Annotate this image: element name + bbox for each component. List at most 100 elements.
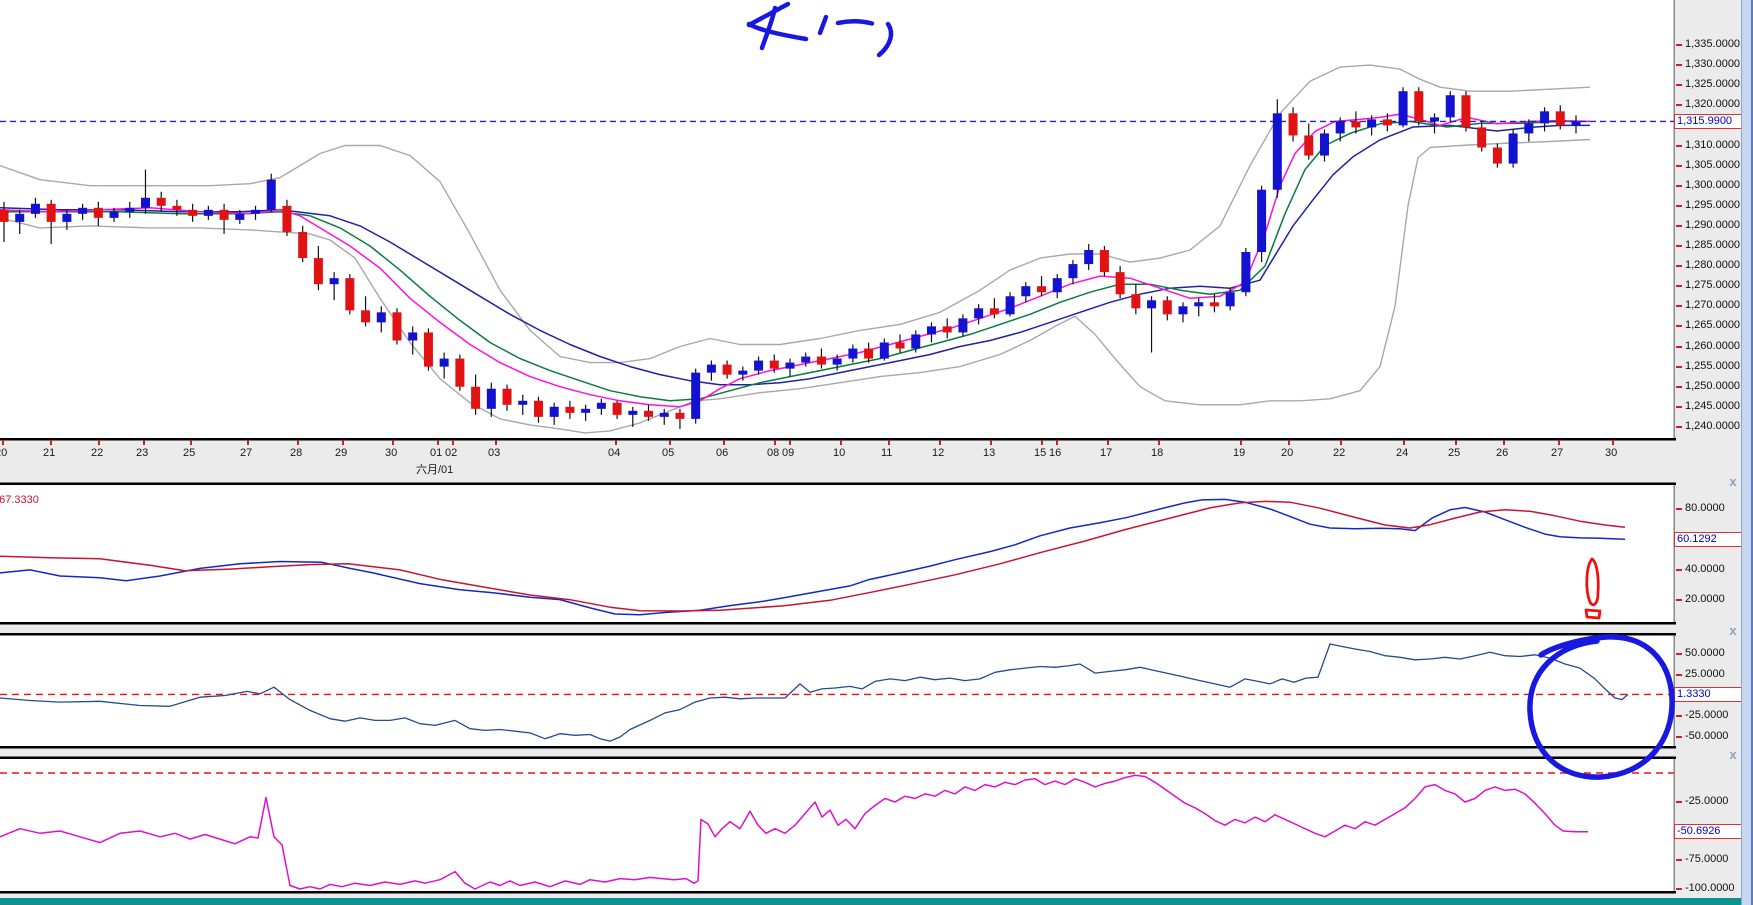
date-tick-mark	[888, 440, 890, 445]
date-tick-label: 22	[1333, 447, 1346, 459]
axis-tick-mark	[1676, 184, 1682, 187]
axis-tick-mark	[1676, 405, 1682, 408]
axis-tick-mark	[1676, 385, 1682, 388]
close-icon[interactable]: x	[1729, 474, 1737, 489]
axis-tick-mark	[1676, 888, 1682, 890]
date-tick-mark	[452, 440, 454, 445]
date-tick-mark	[143, 440, 145, 445]
axis-tick-mark	[1676, 599, 1682, 602]
date-tick-mark	[789, 440, 791, 445]
date-tick-mark	[1158, 440, 1160, 445]
date-tick-label: 12	[932, 447, 945, 459]
date-tick-label: 26	[1496, 447, 1509, 459]
axis-tick-mark	[1676, 736, 1682, 738]
axis-tick-mark	[1676, 305, 1682, 308]
date-tick-mark	[615, 440, 617, 445]
axis-tick-mark	[1676, 64, 1682, 67]
cci-value-box: 1.3330	[1674, 686, 1742, 702]
date-tick-mark	[669, 440, 671, 445]
date-tick-label: 13	[983, 447, 996, 459]
date-tick-label: 21	[43, 447, 56, 459]
date-tick-label: 25	[183, 447, 196, 459]
date-tick-mark	[774, 440, 776, 445]
date-tick-mark	[392, 440, 394, 445]
axis-tick-mark	[1676, 144, 1682, 147]
close-icon[interactable]: x	[1729, 747, 1737, 762]
date-tick-label: 23	[136, 447, 149, 459]
date-tick-label: 10	[833, 447, 846, 459]
date-tick-label: 09	[782, 447, 795, 459]
date-tick-mark	[1288, 440, 1290, 445]
date-tick-label: 02	[445, 447, 458, 459]
date-tick-label: 27	[1551, 447, 1564, 459]
axis-tick-mark	[1676, 224, 1682, 227]
date-tick-mark	[190, 440, 192, 445]
bottom-status-bar	[0, 898, 1741, 905]
date-tick-label: 25	[1448, 447, 1461, 459]
date-tick-mark	[939, 440, 941, 445]
price-axis-column[interactable]: 1,315.9900 60.1292 1.3330 -50.6926 1,335…	[1674, 0, 1742, 905]
month-label: 六月/01	[416, 464, 454, 476]
axis-tick-mark	[1676, 859, 1682, 861]
date-tick-mark	[1612, 440, 1614, 445]
date-tick-mark	[1503, 440, 1505, 445]
axis-tick-mark	[1676, 508, 1682, 510]
date-tick-label: 19	[1233, 447, 1246, 459]
date-tick-label: 28	[290, 447, 303, 459]
axis-tick-mark	[1676, 425, 1682, 428]
axis-tick-mark	[1676, 245, 1682, 247]
axis-tick-mark	[1676, 164, 1682, 167]
axis-tick-mark	[1676, 365, 1682, 368]
date-tick-mark	[1340, 440, 1342, 445]
date-tick-mark	[495, 440, 497, 445]
date-tick-label: 20	[1281, 447, 1294, 459]
date-tick-mark	[1107, 440, 1109, 445]
date-tick-mark	[437, 440, 439, 445]
current-price-box: 1,315.9900	[1674, 113, 1742, 129]
axis-tick-mark	[1676, 84, 1682, 87]
date-tick-mark	[247, 440, 249, 445]
date-tick-label: 08	[767, 447, 780, 459]
date-tick-label: 18	[1151, 447, 1164, 459]
date-tick-label: 15	[1034, 447, 1047, 459]
date-tick-mark	[1558, 440, 1560, 445]
date-tick-label: 03	[488, 447, 501, 459]
date-tick-label: 24	[1396, 447, 1409, 459]
date-tick-mark	[1403, 440, 1405, 445]
date-tick-mark	[2, 440, 4, 445]
date-tick-mark	[342, 440, 344, 445]
wpr-value-box: -50.6926	[1674, 824, 1742, 840]
date-tick-label: 16	[1049, 447, 1062, 459]
date-tick-label: 30	[1605, 447, 1618, 459]
axis-tick-mark	[1676, 265, 1682, 268]
axis-tick-mark	[1676, 104, 1682, 107]
date-tick-mark	[1455, 440, 1457, 445]
axis-tick-mark	[1676, 653, 1682, 655]
axis-tick-mark	[1676, 715, 1682, 718]
axis-tick-mark	[1676, 568, 1682, 571]
date-tick-mark	[840, 440, 842, 445]
date-tick-mark	[1240, 440, 1242, 445]
axis-tick-mark	[1676, 325, 1682, 328]
date-tick-mark	[98, 440, 100, 445]
date-tick-label: 05	[662, 447, 675, 459]
oscillator-left-value: 067.3330	[0, 494, 39, 506]
date-tick-mark	[990, 440, 992, 445]
date-tick-mark	[723, 440, 725, 445]
date-tick-label: 06	[716, 447, 729, 459]
scrollbar-edge	[1751, 0, 1753, 905]
close-icon[interactable]: x	[1729, 623, 1737, 638]
date-tick-label: 17	[1100, 447, 1113, 459]
axis-tick-mark	[1676, 801, 1682, 803]
date-tick-label: 30	[385, 447, 398, 459]
date-tick-label: 22	[91, 447, 104, 459]
chart-panels-canvas[interactable]	[0, 0, 1676, 905]
date-tick-mark	[1041, 440, 1043, 445]
axis-tick-mark	[1676, 285, 1682, 288]
oscillator-value-box: 60.1292	[1674, 531, 1742, 547]
date-tick-mark	[50, 440, 52, 445]
date-tick-label: 11	[881, 447, 893, 459]
vertical-scrollbar[interactable]	[1741, 0, 1753, 905]
